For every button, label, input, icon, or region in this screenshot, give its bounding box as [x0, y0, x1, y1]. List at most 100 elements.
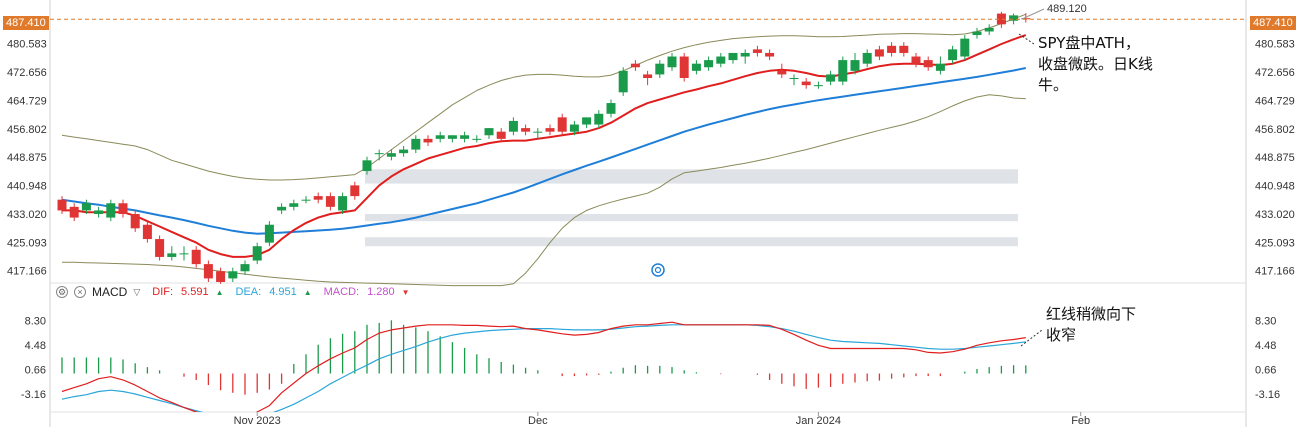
- candle-70: [911, 52, 921, 68]
- chart-grid: [49, 0, 1247, 427]
- candle-body-42: [569, 124, 579, 132]
- candle-58: [765, 49, 775, 61]
- indicator-name[interactable]: MACD: [92, 285, 128, 299]
- candle-16: [252, 242, 262, 265]
- bollinger-lower-line: [62, 94, 1026, 287]
- price-tick-right-1: 480.583: [1255, 39, 1295, 51]
- annotation-price-line-2: 收盘微跌。日K线: [1038, 55, 1153, 73]
- candle-body-29: [411, 138, 421, 150]
- candle-body-66: [862, 52, 872, 64]
- candle-body-2: [81, 203, 91, 211]
- candle-68: [887, 42, 897, 57]
- zoom-icon[interactable]: [651, 263, 665, 277]
- moving-averages: [61, 34, 1027, 258]
- dif-value: 5.591: [181, 286, 209, 298]
- candle-41: [557, 113, 567, 136]
- candle-77: [996, 11, 1006, 28]
- candle-body-47: [630, 63, 640, 68]
- candlesticks[interactable]: [57, 11, 1031, 284]
- candle-43: [582, 117, 592, 129]
- price-tick-left-6: 440.948: [7, 181, 47, 193]
- price-tick-left-4: 456.802: [7, 124, 47, 136]
- candle-body-1: [69, 206, 79, 218]
- candle-body-10: [179, 253, 189, 255]
- candle-body-40: [545, 128, 555, 132]
- candle-body-64: [838, 60, 848, 82]
- candle-67: [874, 45, 884, 61]
- candle-33: [460, 131, 470, 143]
- gear-icon[interactable]: ⚙: [56, 286, 68, 298]
- candle-44: [594, 110, 604, 129]
- ma-fast-line: [62, 34, 1027, 258]
- candle-body-26: [374, 153, 384, 155]
- candle-body-79: [1021, 18, 1031, 20]
- candle-73: [948, 45, 958, 64]
- candle-27: [386, 149, 396, 161]
- candle-body-68: [887, 45, 897, 53]
- price-tick-right-3: 464.729: [1255, 95, 1295, 107]
- candle-55: [728, 52, 738, 64]
- price-tick-left-1: 480.583: [7, 39, 47, 51]
- candle-69: [899, 42, 909, 57]
- candle-body-3: [94, 210, 104, 214]
- candle-body-55: [728, 52, 738, 61]
- candle-body-30: [423, 138, 433, 143]
- candle-78: [1009, 13, 1019, 25]
- price-tick-right-2: 472.656: [1255, 67, 1295, 79]
- candle-8: [155, 235, 165, 261]
- candle-body-43: [582, 117, 592, 125]
- current-price-tag-left: 487.410: [3, 16, 49, 30]
- dif-arrow-up-icon: ▲: [215, 287, 224, 297]
- candle-62: [813, 81, 823, 89]
- candle-body-56: [740, 52, 750, 57]
- time-label-1: Dec: [528, 415, 548, 427]
- candle-body-19: [289, 203, 299, 207]
- candle-body-50: [667, 56, 677, 68]
- candle-body-70: [911, 56, 921, 64]
- price-tick-right-9: 417.166: [1255, 266, 1295, 278]
- time-label-2: Jan 2024: [796, 415, 841, 427]
- candle-body-44: [594, 113, 604, 125]
- price-tick-right-6: 440.948: [1255, 181, 1295, 193]
- candle-21: [313, 192, 323, 204]
- candle-3: [94, 206, 104, 218]
- time-label-3: Feb: [1071, 415, 1090, 427]
- candle-47: [630, 60, 640, 71]
- price-tick-left-2: 472.656: [7, 67, 47, 79]
- candle-36: [496, 128, 506, 143]
- candle-body-39: [533, 131, 543, 133]
- macd-tick-right-1: 4.48: [1255, 340, 1276, 352]
- candle-body-6: [130, 214, 140, 229]
- macd-panel: [61, 320, 1027, 412]
- candle-body-75: [972, 31, 982, 36]
- candle-body-51: [679, 56, 689, 78]
- high-label: 489.120: [1047, 3, 1087, 15]
- price-tick-right-8: 425.093: [1255, 237, 1295, 249]
- candle-0: [57, 196, 67, 214]
- price-tick-left-5: 448.875: [7, 152, 47, 164]
- candle-5: [118, 199, 128, 218]
- candle-body-22: [325, 196, 335, 207]
- candle-28: [399, 146, 409, 157]
- candle-42: [569, 120, 579, 136]
- candle-body-9: [167, 253, 177, 257]
- candle-61: [801, 78, 811, 89]
- candle-53: [704, 56, 714, 71]
- axes: 480.583 480.583 472.656 472.656 464.729 464.7…: [7, 39, 1295, 427]
- macd-tick-left-2: 0.66: [25, 364, 46, 376]
- chevron-down-icon[interactable]: ▽: [133, 286, 141, 297]
- candle-74: [960, 35, 970, 61]
- close-icon[interactable]: ×: [74, 286, 86, 298]
- bollinger-upper-line: [61, 13, 1026, 181]
- time-label-0: Nov 2023: [234, 415, 281, 427]
- candle-body-74: [960, 38, 970, 57]
- candle-body-76: [984, 27, 994, 32]
- candle-63: [826, 70, 836, 86]
- annotation-macd-bg: [1042, 303, 1146, 347]
- candle-56: [740, 49, 750, 64]
- candle-72: [935, 56, 945, 75]
- candle-body-59: [777, 70, 787, 75]
- candle-body-7: [142, 224, 152, 240]
- candle-17: [264, 221, 274, 247]
- candle-body-25: [362, 160, 372, 172]
